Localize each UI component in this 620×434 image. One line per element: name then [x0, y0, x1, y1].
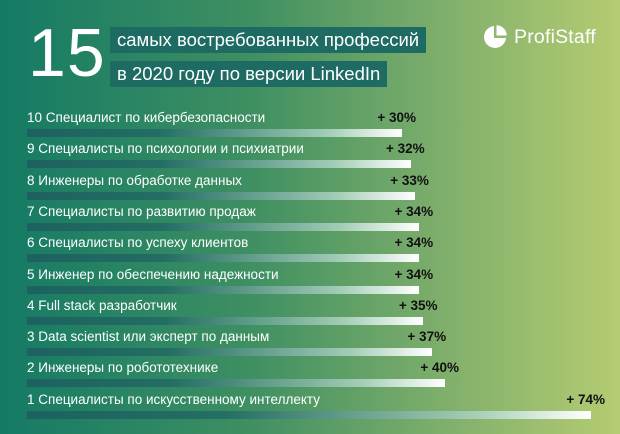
bar	[27, 160, 411, 169]
bar-value-label: + 37%	[407, 329, 447, 345]
bar	[27, 410, 591, 419]
bar-value-label: + 33%	[390, 172, 429, 188]
bar-row: 4 Full stack разработчик + 35%	[0, 298, 620, 326]
bar	[27, 254, 420, 263]
bar-label: 2 Инженеры по робототехнике	[27, 360, 219, 376]
bar-label: 8 Инженеры по обработке данных	[27, 172, 242, 188]
bar	[27, 379, 445, 388]
bar	[27, 348, 433, 357]
bar-value-label: + 32%	[385, 141, 425, 157]
bar-label: 1 Специалисты по искусственному интеллек…	[27, 391, 320, 407]
bar	[27, 222, 420, 231]
bar-row: 10 Специалист по кибербезопасности + 30%	[0, 110, 620, 138]
logo: ProfiStaff	[482, 24, 596, 50]
title-line-1: самых востребованных профессий	[110, 27, 427, 53]
big-number: 15	[28, 15, 106, 91]
bar-row: 9 Специалисты по психологии и психиатрии…	[0, 141, 620, 169]
bar-row: 2 Инженеры по робототехнике + 40%	[0, 360, 620, 388]
bar-label: 9 Специалисты по психологии и психиатрии	[27, 141, 304, 157]
bar-label: 4 Full stack разработчик	[27, 297, 177, 313]
bar-label: 7 Специалисты по развитию продаж	[27, 203, 256, 219]
bar	[27, 191, 415, 200]
bar-label: 10 Специалист по кибербезопасности	[27, 110, 266, 125]
bar-row: 6 Специалисты по успеху клиентов + 34%	[0, 235, 620, 263]
bar-label: 3 Data scientist или эксперт по данным	[27, 329, 270, 345]
bar-row: 3 Data scientist или эксперт по данным + …	[0, 329, 620, 357]
bar-value-label: + 34%	[394, 266, 434, 282]
bar-label: 6 Специалисты по успеху клиентов	[27, 235, 249, 251]
logo-text: ProfiStaff	[514, 25, 596, 48]
bar-row: 5 Инженер по обеспечению надежности + 34%	[0, 267, 620, 295]
bar-label: 5 Инженер по обеспечению надежности	[27, 266, 279, 282]
bar-row: 1 Специалисты по искусственному интеллек…	[0, 392, 620, 420]
bar-value-label: + 30%	[377, 110, 416, 125]
bar	[27, 316, 424, 325]
bar-value-label: + 74%	[566, 391, 605, 407]
bar	[27, 129, 402, 137]
bar-value-label: + 35%	[398, 297, 438, 313]
title-line-2: в 2020 году по версии LinkedIn	[110, 61, 388, 87]
bar-value-label: + 34%	[394, 203, 434, 219]
bar-row: 7 Специалисты по развитию продаж + 34%	[0, 204, 620, 232]
bar-row: 8 Инженеры по обработке данных + 33%	[0, 173, 620, 201]
bar	[27, 285, 420, 294]
bar-value-label: + 34%	[394, 235, 434, 251]
bar-value-label: + 40%	[420, 360, 459, 376]
pie-chart-logo-icon	[484, 25, 507, 48]
